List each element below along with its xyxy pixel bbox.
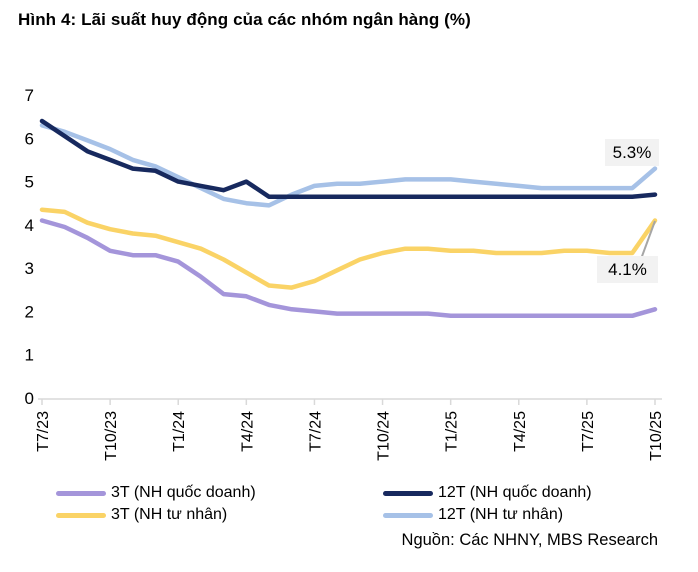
chart-title: Hình 4: Lãi suất huy động của các nhóm n…: [18, 10, 471, 29]
annotation-12t-tu-nhan-value: 5.3%: [605, 139, 659, 166]
y-tick-label: 2: [25, 302, 34, 321]
y-tick-label: 1: [25, 346, 34, 365]
x-tick-label: T7/25: [580, 411, 597, 452]
series-line-1: [39, 207, 658, 290]
y-axis-labels: 0 1 2 3 4 5 6 7: [25, 86, 34, 408]
legend-label: 3T (NH tư nhân): [111, 506, 228, 523]
source-note: Nguồn: Các NHNY, MBS Research: [401, 531, 658, 549]
legend-item-12t-quoc-doanh: 12T (NH quốc doanh): [383, 484, 592, 502]
legend-swatch-light-blue: [383, 512, 433, 518]
y-tick-label: 4: [25, 216, 34, 235]
legend-label: 3T (NH quốc doanh): [111, 484, 256, 501]
x-tick-label: T7/23: [35, 411, 52, 452]
legend-item-3t-quoc-doanh: 3T (NH quốc doanh): [56, 484, 256, 502]
y-tick-label: 3: [25, 259, 34, 278]
series-line-3: [39, 123, 658, 208]
series-lines: [39, 118, 658, 319]
legend-item-12t-tu-nhan: 12T (NH tư nhân): [383, 506, 563, 524]
legend-swatch-yellow: [56, 512, 106, 518]
x-tick-label: T10/25: [648, 411, 665, 461]
y-tick-label: 5: [25, 173, 34, 192]
legend-item-3t-tu-nhan: 3T (NH tư nhân): [56, 506, 227, 524]
series-line-2: [39, 118, 658, 199]
y-tick-label: 0: [25, 389, 34, 408]
x-tick-label: T10/23: [103, 411, 120, 461]
legend-swatch-navy: [383, 490, 433, 496]
x-tick-label: T1/25: [444, 411, 461, 452]
x-tick-label: T10/24: [376, 411, 393, 461]
annotation-3t-tu-nhan-value: 4.1%: [597, 256, 658, 283]
y-tick-label: 7: [25, 86, 34, 105]
series-line-0: [39, 218, 658, 319]
x-tick-label: T1/24: [171, 411, 188, 452]
annotation-leader-line: [640, 220, 656, 260]
x-tick-label: T7/24: [307, 411, 324, 452]
legend-label: 12T (NH tư nhân): [438, 506, 564, 523]
legend-label: 12T (NH quốc doanh): [438, 484, 592, 501]
x-tick-label: T4/25: [512, 411, 529, 452]
y-tick-label: 6: [25, 129, 34, 148]
legend-swatch-purple: [56, 490, 106, 496]
x-axis: T7/23 T10/23 T1/24 T4/24 T7/24 T10/24 T1/25 T4/…: [35, 398, 665, 461]
x-tick-label: T4/24: [239, 411, 256, 452]
